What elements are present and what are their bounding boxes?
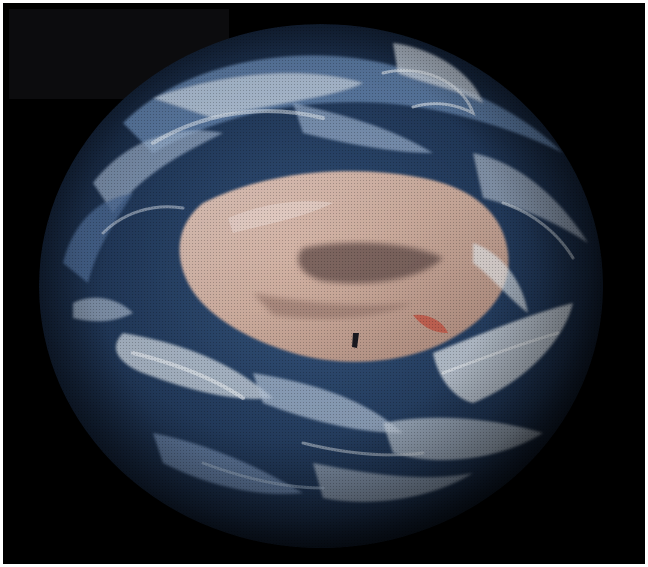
earth-globe bbox=[39, 24, 603, 548]
terminator-shadow bbox=[39, 24, 603, 548]
earth-photo bbox=[9, 9, 603, 548]
